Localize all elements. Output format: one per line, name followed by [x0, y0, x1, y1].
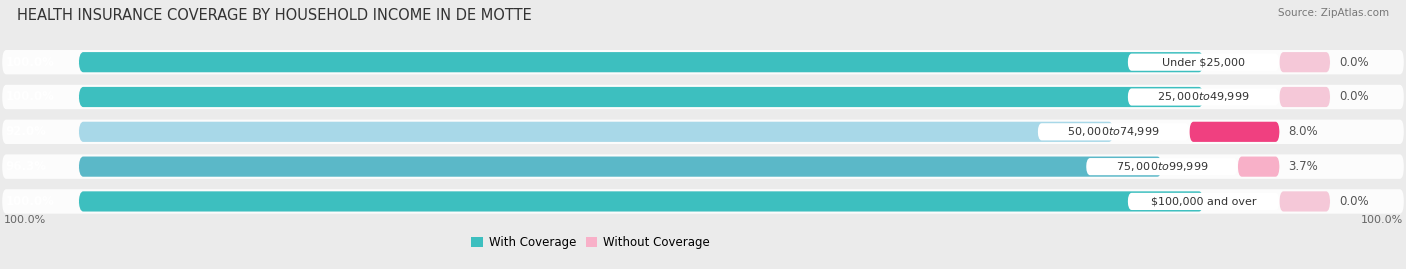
FancyBboxPatch shape: [79, 52, 1204, 72]
Text: 100.0%: 100.0%: [6, 56, 55, 69]
FancyBboxPatch shape: [1279, 52, 1330, 72]
Text: $50,000 to $74,999: $50,000 to $74,999: [1067, 125, 1160, 138]
FancyBboxPatch shape: [1237, 157, 1279, 177]
FancyBboxPatch shape: [1128, 193, 1279, 210]
Text: 100.0%: 100.0%: [6, 90, 55, 104]
FancyBboxPatch shape: [1085, 158, 1237, 175]
FancyBboxPatch shape: [1038, 123, 1189, 140]
Text: 8.0%: 8.0%: [1288, 125, 1317, 138]
Text: Source: ZipAtlas.com: Source: ZipAtlas.com: [1278, 8, 1389, 18]
Text: 92.0%: 92.0%: [6, 125, 46, 138]
FancyBboxPatch shape: [79, 122, 1114, 142]
FancyBboxPatch shape: [79, 87, 1204, 107]
Text: 0.0%: 0.0%: [1339, 56, 1368, 69]
FancyBboxPatch shape: [79, 191, 1204, 211]
Text: $100,000 and over: $100,000 and over: [1150, 196, 1257, 206]
FancyBboxPatch shape: [3, 189, 1403, 214]
Text: 100.0%: 100.0%: [3, 215, 45, 225]
Text: 100.0%: 100.0%: [1361, 215, 1403, 225]
Text: $75,000 to $99,999: $75,000 to $99,999: [1116, 160, 1208, 173]
Text: Under $25,000: Under $25,000: [1161, 57, 1246, 67]
FancyBboxPatch shape: [1128, 54, 1279, 71]
Text: 96.3%: 96.3%: [6, 160, 46, 173]
FancyBboxPatch shape: [1279, 191, 1330, 211]
FancyBboxPatch shape: [1128, 89, 1279, 105]
FancyBboxPatch shape: [79, 157, 1161, 177]
FancyBboxPatch shape: [1189, 122, 1279, 142]
FancyBboxPatch shape: [3, 120, 1403, 144]
Text: HEALTH INSURANCE COVERAGE BY HOUSEHOLD INCOME IN DE MOTTE: HEALTH INSURANCE COVERAGE BY HOUSEHOLD I…: [17, 8, 531, 23]
FancyBboxPatch shape: [1279, 87, 1330, 107]
Text: 3.7%: 3.7%: [1288, 160, 1319, 173]
Text: $25,000 to $49,999: $25,000 to $49,999: [1157, 90, 1250, 104]
FancyBboxPatch shape: [3, 154, 1403, 179]
Text: 0.0%: 0.0%: [1339, 195, 1368, 208]
FancyBboxPatch shape: [3, 50, 1403, 74]
Legend: With Coverage, Without Coverage: With Coverage, Without Coverage: [467, 231, 714, 254]
Text: 100.0%: 100.0%: [6, 195, 55, 208]
FancyBboxPatch shape: [3, 85, 1403, 109]
Text: 0.0%: 0.0%: [1339, 90, 1368, 104]
